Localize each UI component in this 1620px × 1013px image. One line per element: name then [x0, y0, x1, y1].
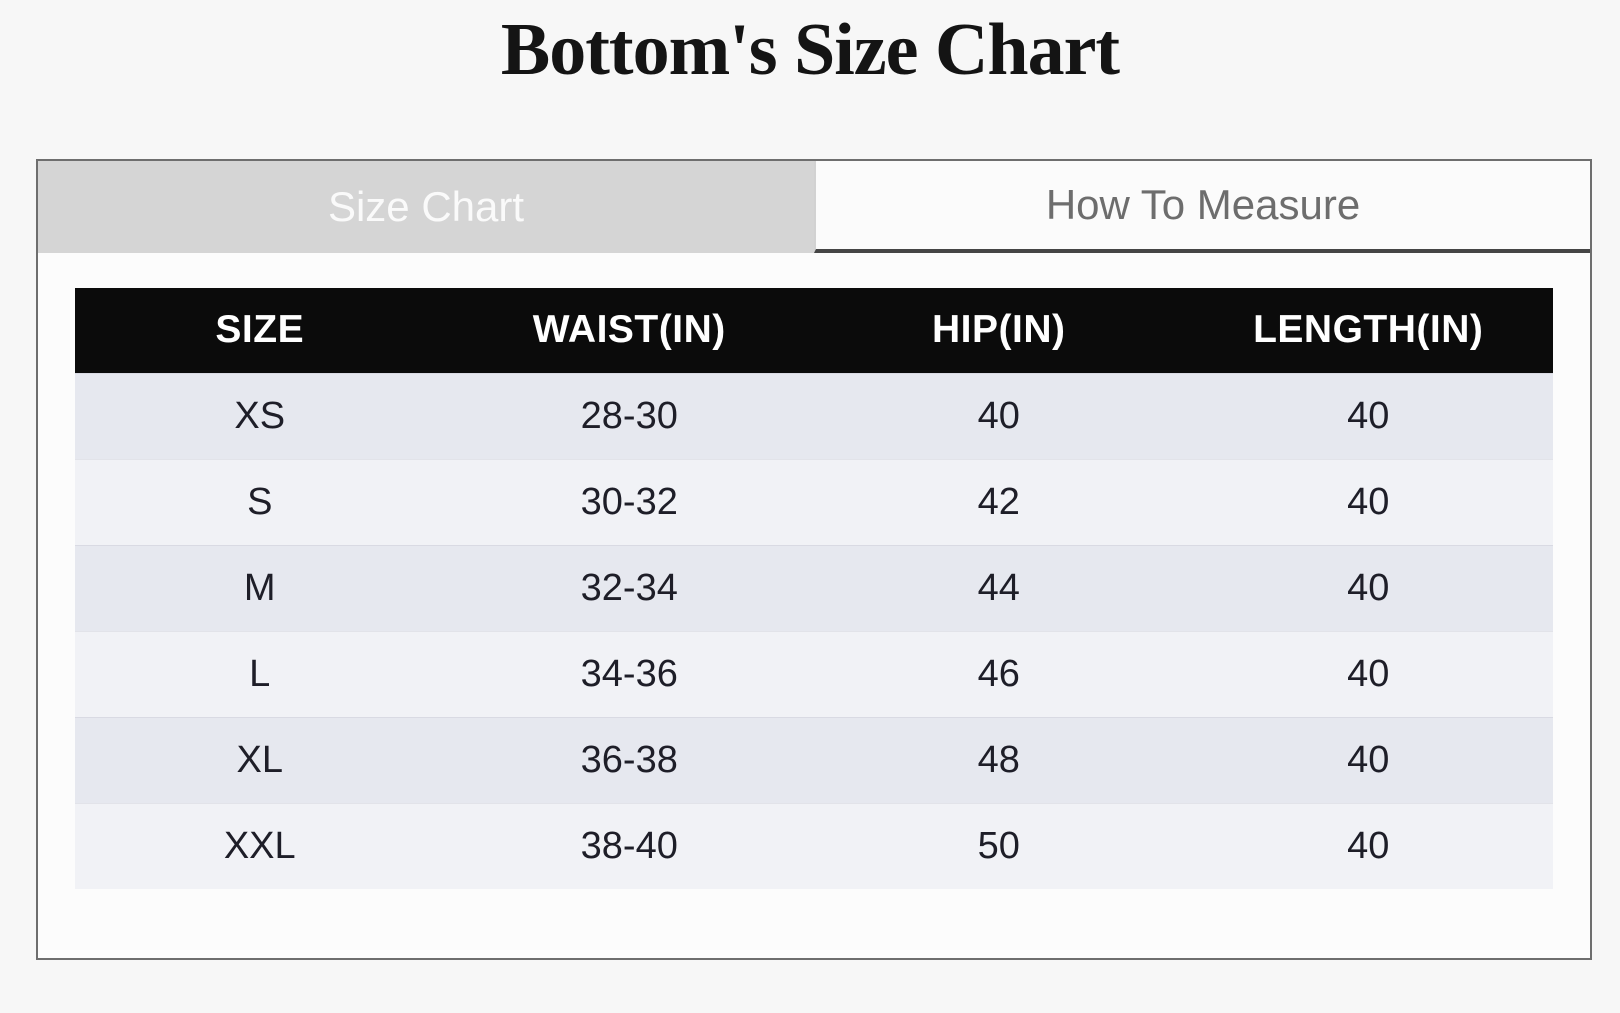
column-header-length: LENGTH(IN) [1183, 288, 1553, 373]
size-chart-panel: Size Chart How To Measure SIZE WAIST(IN)… [36, 159, 1592, 960]
measurement-cell: 40 [814, 372, 1184, 459]
size-table: SIZE WAIST(IN) HIP(IN) LENGTH(IN) XS 28-3… [75, 288, 1553, 889]
measurement-cell: 40 [1183, 544, 1553, 631]
size-cell: M [75, 544, 445, 631]
column-header-size: SIZE [75, 288, 445, 373]
tab-how-to-measure[interactable]: How To Measure [814, 161, 1590, 253]
table-row: M 32-34 44 40 [75, 544, 1553, 631]
size-cell: XXL [75, 802, 445, 889]
measurement-cell: 48 [814, 716, 1184, 803]
measurement-cell: 42 [814, 458, 1184, 545]
size-table-head: SIZE WAIST(IN) HIP(IN) LENGTH(IN) [75, 288, 1553, 373]
measurement-cell: 38-40 [444, 802, 814, 889]
measurement-cell: 40 [1183, 372, 1553, 459]
table-row: XXL 38-40 50 40 [75, 802, 1553, 889]
measurement-cell: 30-32 [444, 458, 814, 545]
measurement-cell: 34-36 [444, 630, 814, 717]
measurement-cell: 28-30 [444, 372, 814, 459]
measurement-cell: 36-38 [444, 716, 814, 803]
size-cell: L [75, 630, 445, 717]
table-row: XL 36-38 48 40 [75, 716, 1553, 803]
measurement-cell: 40 [1183, 716, 1553, 803]
size-cell: S [75, 458, 445, 545]
column-header-hip: HIP(IN) [814, 288, 1184, 373]
tab-content-size-chart: SIZE WAIST(IN) HIP(IN) LENGTH(IN) XS 28-3… [38, 253, 1590, 889]
table-row: XS 28-30 40 40 [75, 372, 1553, 459]
measurement-cell: 44 [814, 544, 1184, 631]
tab-bar: Size Chart How To Measure [38, 161, 1590, 253]
size-cell: XS [75, 372, 445, 459]
page-title: Bottom's Size Chart [500, 9, 1120, 91]
measurement-cell: 32-34 [444, 544, 814, 631]
measurement-cell: 46 [814, 630, 1184, 717]
measurement-cell: 50 [814, 802, 1184, 889]
measurement-cell: 40 [1183, 458, 1553, 545]
table-header-row: SIZE WAIST(IN) HIP(IN) LENGTH(IN) [75, 288, 1553, 373]
size-table-body: XS 28-30 40 40 S 30-32 42 40 M 32-34 44 40 L 34-36 46 4… [75, 372, 1553, 889]
column-header-waist: WAIST(IN) [444, 288, 814, 373]
table-row: L 34-36 46 40 [75, 630, 1553, 717]
table-row: S 30-32 42 40 [75, 458, 1553, 545]
size-cell: XL [75, 716, 445, 803]
measurement-cell: 40 [1183, 630, 1553, 717]
measurement-cell: 40 [1183, 802, 1553, 889]
tab-size-chart[interactable]: Size Chart [38, 161, 814, 253]
